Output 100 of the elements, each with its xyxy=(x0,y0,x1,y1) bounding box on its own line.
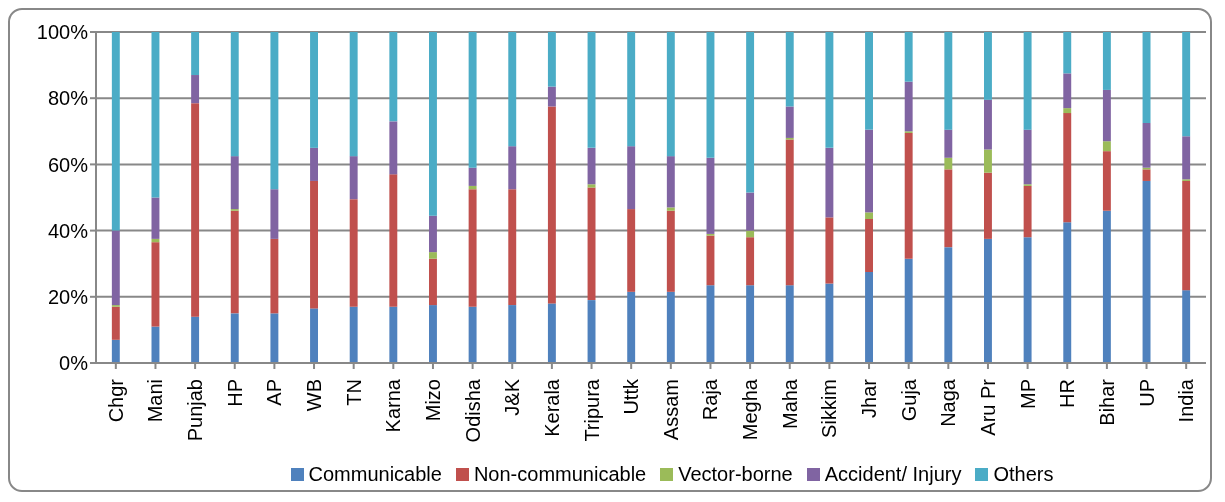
x-tick-label: Mizo xyxy=(421,379,444,422)
bar xyxy=(310,32,318,148)
bar xyxy=(349,32,358,157)
bar xyxy=(1023,129,1032,185)
legend-label: Accident/ Injury xyxy=(823,463,962,486)
bar xyxy=(468,167,477,186)
bar xyxy=(349,199,358,307)
x-tick-label: Kerala xyxy=(540,378,563,437)
bar xyxy=(587,300,596,363)
bar xyxy=(1102,89,1111,142)
bar xyxy=(904,32,913,82)
bar xyxy=(1142,180,1151,363)
x-tick-label: Jhar xyxy=(858,378,881,418)
x-tick-label: Karna xyxy=(382,378,405,433)
x-tick-label: J&K xyxy=(501,378,524,416)
x-tick-label: Sikkim xyxy=(818,379,841,438)
bar xyxy=(230,32,239,157)
x-tick-label: Uttk xyxy=(620,378,643,415)
bar xyxy=(111,339,120,363)
bar xyxy=(865,212,873,220)
bar xyxy=(508,32,517,147)
bar xyxy=(984,172,992,239)
x-tick-label: HR xyxy=(1056,379,1079,408)
x-tick-label: WB xyxy=(303,379,326,412)
bar xyxy=(785,32,794,107)
bar xyxy=(1063,108,1072,114)
bar xyxy=(270,189,279,239)
bar xyxy=(785,106,794,138)
bar xyxy=(1182,290,1191,363)
bar xyxy=(904,258,913,363)
bar xyxy=(666,210,675,292)
bar xyxy=(746,32,755,193)
bar xyxy=(944,247,953,363)
legend-label: Others xyxy=(992,463,1054,486)
bar xyxy=(389,174,398,307)
bar xyxy=(785,139,794,286)
bar xyxy=(191,316,200,363)
bar xyxy=(785,285,794,363)
bar xyxy=(270,32,279,190)
bar xyxy=(627,209,636,292)
bar xyxy=(1023,32,1032,130)
bar xyxy=(666,156,675,208)
bar xyxy=(191,32,200,76)
bar xyxy=(746,285,755,363)
bar xyxy=(666,207,675,211)
bar xyxy=(1063,73,1072,109)
bar xyxy=(587,32,596,148)
bar xyxy=(666,32,675,157)
bar xyxy=(627,291,636,363)
bar xyxy=(1142,169,1151,181)
x-tick-label: Assam xyxy=(659,379,682,441)
x-tick-label: MP xyxy=(1016,379,1039,409)
bar xyxy=(468,185,477,190)
x-tick-label: Aru Pr xyxy=(976,378,999,436)
bar xyxy=(310,147,318,181)
bar xyxy=(627,146,636,210)
bar xyxy=(547,303,556,363)
bar xyxy=(1102,141,1111,152)
bar xyxy=(270,313,279,363)
bar xyxy=(508,305,517,363)
bar xyxy=(587,187,596,301)
bar xyxy=(429,258,437,306)
bar xyxy=(349,306,358,363)
bar xyxy=(230,156,239,210)
bar xyxy=(349,156,358,200)
x-tick-label: HP xyxy=(223,379,246,407)
bar xyxy=(627,32,636,147)
bar xyxy=(429,305,437,363)
bar xyxy=(825,283,834,363)
x-tick-label: Odisha xyxy=(461,378,484,443)
y-tick-label: 60% xyxy=(47,153,89,176)
x-tick-label: UP xyxy=(1135,379,1158,407)
bar xyxy=(865,271,873,363)
bar xyxy=(429,252,437,259)
bar xyxy=(944,157,953,170)
x-tick-label: Megha xyxy=(739,378,762,441)
y-tick-label: 0% xyxy=(59,352,89,375)
bar xyxy=(1182,32,1191,137)
x-tick-label: India xyxy=(1175,378,1198,423)
bar xyxy=(984,238,992,363)
x-tick-label: AP xyxy=(263,379,286,406)
bar xyxy=(547,106,556,304)
bar xyxy=(865,32,873,130)
x-tick-label: Chgr xyxy=(104,378,127,423)
bar xyxy=(468,306,477,363)
bar xyxy=(191,103,200,317)
y-tick-label: 80% xyxy=(47,87,89,110)
bar xyxy=(825,217,834,284)
legend-label: Non-communicable xyxy=(472,463,647,486)
bar xyxy=(904,81,913,132)
bar xyxy=(1142,123,1151,168)
bar xyxy=(984,99,992,150)
x-tick-label: TN xyxy=(342,379,365,406)
bar xyxy=(984,149,992,173)
bar xyxy=(1142,32,1151,124)
bar xyxy=(746,237,755,286)
bar xyxy=(1102,210,1111,363)
y-tick-label: 40% xyxy=(47,219,89,242)
bar xyxy=(230,210,239,314)
bar xyxy=(587,184,596,188)
